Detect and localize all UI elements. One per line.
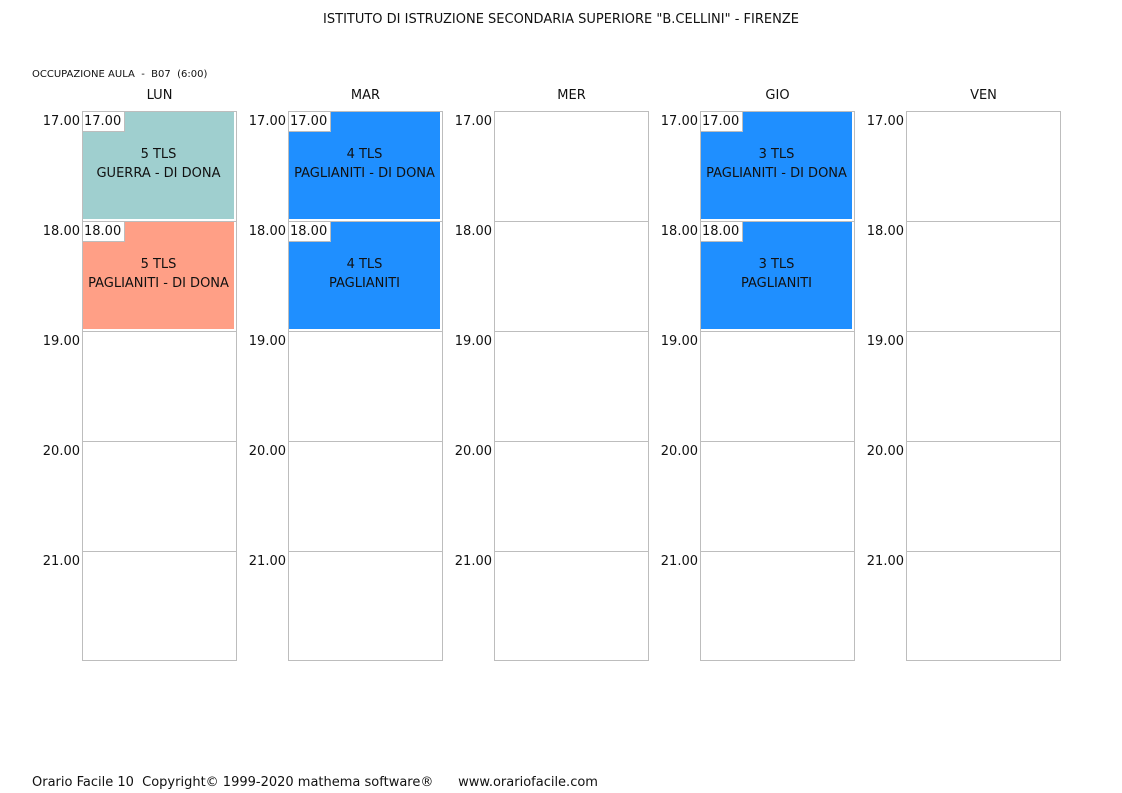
lesson-class: 5 TLS: [140, 147, 177, 162]
lesson-teachers: PAGLIANITI: [740, 276, 813, 291]
time-label: 21.00: [42, 554, 80, 569]
footer-copyright: Orario Facile 10 Copyright© 1999-2020 ma…: [32, 775, 598, 790]
time-label: 19.00: [42, 334, 80, 349]
lesson-start-time: 18.00: [83, 222, 126, 242]
time-label: 19.00: [248, 334, 286, 349]
hour-divider: [495, 441, 648, 442]
lesson-start-time: 18.00: [701, 222, 744, 242]
lesson-start-time: 17.00: [289, 112, 332, 132]
lesson-text: 4 TLS PAGLIANITI - DI DONA: [289, 145, 440, 183]
day-header: VEN: [970, 88, 997, 103]
hour-divider: [495, 221, 648, 222]
lesson-text: 4 TLS PAGLIANITI: [289, 255, 440, 293]
room-subtitle: OCCUPAZIONE AULA - B07 (6:00): [32, 69, 208, 80]
lesson-block[interactable]: 18.00 4 TLS PAGLIANITI: [289, 222, 440, 329]
time-label: 19.00: [660, 334, 698, 349]
lesson-class: 4 TLS: [346, 147, 383, 162]
day-header: GIO: [765, 88, 790, 103]
lesson-teachers: GUERRA - DI DONA: [96, 166, 221, 181]
lesson-teachers: PAGLIANITI - DI DONA: [706, 166, 847, 181]
lesson-teachers: PAGLIANITI - DI DONA: [88, 276, 229, 291]
lesson-text: 5 TLS PAGLIANITI - DI DONA: [83, 255, 234, 293]
hour-divider: [289, 551, 442, 552]
lesson-block[interactable]: 17.00 4 TLS PAGLIANITI - DI DONA: [289, 112, 440, 219]
hour-divider: [289, 221, 442, 222]
day-header: MAR: [350, 88, 381, 103]
hour-divider: [83, 221, 236, 222]
day-grid: [906, 111, 1061, 661]
hour-divider: [701, 331, 854, 332]
time-label: 17.00: [248, 114, 286, 129]
hour-divider: [495, 551, 648, 552]
lesson-text: 3 TLS PAGLIANITI - DI DONA: [701, 145, 852, 183]
hour-divider: [907, 551, 1060, 552]
lesson-block[interactable]: 17.00 5 TLS GUERRA - DI DONA: [83, 112, 234, 219]
hour-divider: [701, 221, 854, 222]
lesson-text: 3 TLS PAGLIANITI: [701, 255, 852, 293]
lesson-start-time: 17.00: [83, 112, 126, 132]
lesson-teachers: PAGLIANITI: [328, 276, 401, 291]
hour-divider: [907, 331, 1060, 332]
lesson-block[interactable]: 18.00 3 TLS PAGLIANITI: [701, 222, 852, 329]
lesson-class: 3 TLS: [758, 147, 795, 162]
hour-divider: [83, 441, 236, 442]
time-label: 19.00: [454, 334, 492, 349]
time-label: 19.00: [866, 334, 904, 349]
time-label: 20.00: [660, 444, 698, 459]
hour-divider: [289, 331, 442, 332]
hour-divider: [83, 331, 236, 332]
hour-divider: [289, 441, 442, 442]
day-header: MER: [557, 88, 586, 103]
time-label: 17.00: [454, 114, 492, 129]
lesson-class: 5 TLS: [140, 257, 177, 272]
lesson-text: 5 TLS GUERRA - DI DONA: [83, 145, 234, 183]
time-label: 20.00: [42, 444, 80, 459]
time-label: 18.00: [866, 224, 904, 239]
hour-divider: [907, 441, 1060, 442]
time-label: 21.00: [454, 554, 492, 569]
time-label: 20.00: [866, 444, 904, 459]
time-label: 21.00: [660, 554, 698, 569]
lesson-block[interactable]: 17.00 3 TLS PAGLIANITI - DI DONA: [701, 112, 852, 219]
lesson-block[interactable]: 18.00 5 TLS PAGLIANITI - DI DONA: [83, 222, 234, 329]
lesson-class: 3 TLS: [758, 257, 795, 272]
hour-divider: [907, 221, 1060, 222]
time-label: 20.00: [454, 444, 492, 459]
hour-divider: [701, 441, 854, 442]
time-label: 18.00: [248, 224, 286, 239]
time-label: 18.00: [454, 224, 492, 239]
hour-divider: [495, 331, 648, 332]
time-label: 17.00: [660, 114, 698, 129]
time-label: 21.00: [866, 554, 904, 569]
time-label: 17.00: [42, 114, 80, 129]
time-label: 17.00: [866, 114, 904, 129]
lesson-teachers: PAGLIANITI - DI DONA: [294, 166, 435, 181]
time-label: 21.00: [248, 554, 286, 569]
lesson-class: 4 TLS: [346, 257, 383, 272]
day-grid: [494, 111, 649, 661]
time-label: 18.00: [660, 224, 698, 239]
lesson-start-time: 18.00: [289, 222, 332, 242]
time-label: 20.00: [248, 444, 286, 459]
day-header: LUN: [146, 88, 173, 103]
time-label: 18.00: [42, 224, 80, 239]
hour-divider: [701, 551, 854, 552]
lesson-start-time: 17.00: [701, 112, 744, 132]
hour-divider: [83, 551, 236, 552]
page-title: ISTITUTO DI ISTRUZIONE SECONDARIA SUPERI…: [323, 12, 799, 27]
